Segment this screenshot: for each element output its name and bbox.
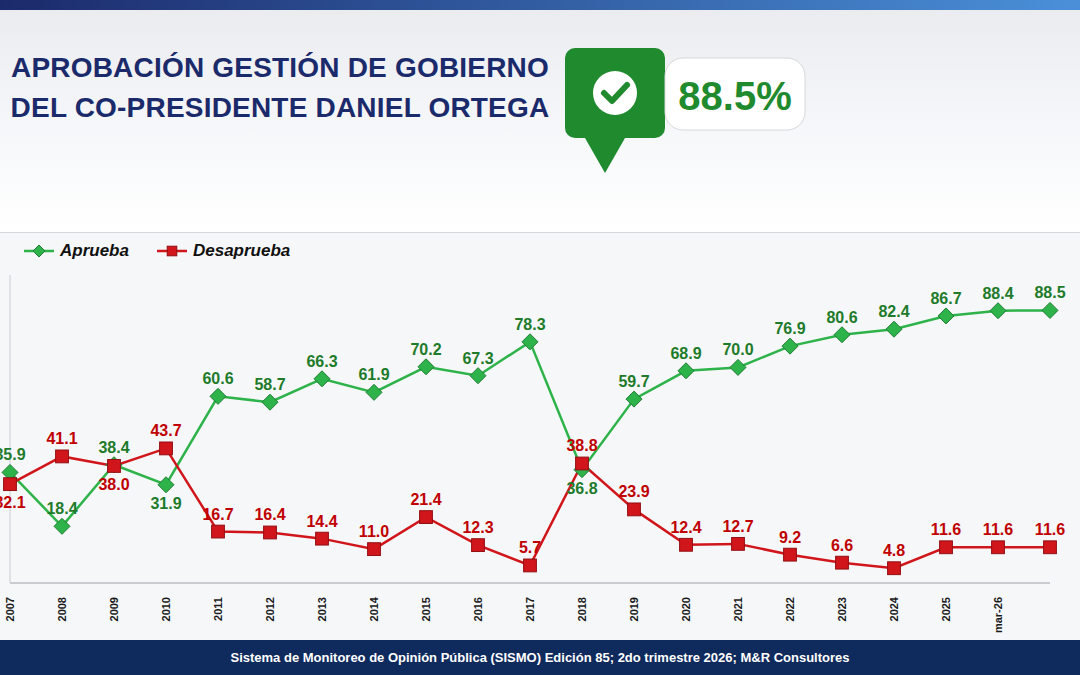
svg-text:2025: 2025 bbox=[940, 597, 952, 621]
svg-text:2021: 2021 bbox=[732, 597, 744, 621]
svg-text:16.4: 16.4 bbox=[254, 506, 285, 523]
svg-text:2013: 2013 bbox=[316, 597, 328, 621]
svg-text:14.4: 14.4 bbox=[306, 513, 337, 530]
svg-text:88.5%: 88.5% bbox=[678, 74, 791, 118]
svg-text:11.6: 11.6 bbox=[1035, 521, 1065, 538]
svg-text:61.9: 61.9 bbox=[358, 366, 389, 383]
html-text:Sistema de Monitoreo de Opinió: Sistema de Monitoreo de Opinión Pública … bbox=[230, 650, 850, 665]
svg-text:31.9: 31.9 bbox=[150, 495, 181, 512]
svg-text:2024: 2024 bbox=[888, 596, 900, 621]
svg-text:2008: 2008 bbox=[56, 597, 68, 621]
svg-text:2007: 2007 bbox=[4, 597, 16, 621]
svg-text:2009: 2009 bbox=[108, 597, 120, 621]
svg-text:32.1: 32.1 bbox=[0, 494, 26, 511]
svg-text:11.6: 11.6 bbox=[983, 521, 1013, 538]
svg-text:86.7: 86.7 bbox=[930, 290, 961, 307]
svg-text:21.4: 21.4 bbox=[410, 491, 441, 508]
svg-text:2012: 2012 bbox=[264, 597, 276, 621]
svg-text:43.7: 43.7 bbox=[150, 422, 181, 439]
svg-text:2011: 2011 bbox=[212, 597, 224, 621]
svg-text:58.7: 58.7 bbox=[254, 376, 285, 393]
svg-text:11.0: 11.0 bbox=[359, 523, 389, 540]
svg-text:41.1: 41.1 bbox=[46, 430, 77, 447]
svg-text:78.3: 78.3 bbox=[514, 316, 545, 333]
svg-text:2010: 2010 bbox=[160, 597, 172, 621]
svg-text:5.7: 5.7 bbox=[519, 539, 541, 556]
svg-text:12.7: 12.7 bbox=[722, 518, 753, 535]
svg-text:70.0: 70.0 bbox=[722, 341, 753, 358]
svg-text:68.9: 68.9 bbox=[670, 345, 701, 362]
svg-text:2022: 2022 bbox=[784, 597, 796, 621]
svg-text:4.8: 4.8 bbox=[883, 542, 905, 559]
svg-text:12.4: 12.4 bbox=[670, 519, 701, 536]
svg-text:2016: 2016 bbox=[472, 597, 484, 621]
svg-text:82.4: 82.4 bbox=[878, 303, 909, 320]
svg-text:23.9: 23.9 bbox=[618, 483, 649, 500]
svg-text:16.7: 16.7 bbox=[202, 506, 233, 523]
svg-text:6.6: 6.6 bbox=[831, 537, 853, 554]
svg-text:mar-26: mar-26 bbox=[992, 597, 1004, 633]
svg-text:88.4: 88.4 bbox=[982, 285, 1013, 302]
svg-text:38.8: 38.8 bbox=[566, 437, 597, 454]
svg-text:67.3: 67.3 bbox=[462, 350, 493, 367]
svg-text:11.6: 11.6 bbox=[931, 521, 961, 538]
svg-text:66.3: 66.3 bbox=[306, 353, 337, 370]
svg-text:38.0: 38.0 bbox=[98, 476, 129, 493]
svg-text:2019: 2019 bbox=[628, 597, 640, 621]
svg-text:2018: 2018 bbox=[576, 597, 588, 621]
svg-text:2015: 2015 bbox=[420, 597, 432, 621]
html-text:APROBACIÓN GESTIÓN DE GOBIERNO: APROBACIÓN GESTIÓN DE GOBIERNO DEL CO-PR… bbox=[10, 52, 550, 123]
svg-text:70.2: 70.2 bbox=[410, 341, 441, 358]
svg-text:2020: 2020 bbox=[680, 597, 692, 621]
svg-text:2023: 2023 bbox=[836, 597, 848, 621]
svg-text:59.7: 59.7 bbox=[618, 373, 649, 390]
html-text:Aprueba: Aprueba bbox=[60, 241, 129, 260]
svg-text:18.4: 18.4 bbox=[46, 500, 77, 517]
svg-text:36.8: 36.8 bbox=[566, 480, 597, 497]
svg-text:9.2: 9.2 bbox=[779, 529, 801, 546]
html-text:Desaprueba: Desaprueba bbox=[193, 241, 291, 260]
svg-text:2014: 2014 bbox=[368, 596, 380, 621]
svg-text:60.6: 60.6 bbox=[202, 370, 233, 387]
svg-text:38.4: 38.4 bbox=[98, 439, 129, 456]
svg-text:12.3: 12.3 bbox=[462, 519, 493, 536]
svg-text:80.6: 80.6 bbox=[826, 309, 857, 326]
svg-text:35.9: 35.9 bbox=[0, 446, 26, 463]
svg-text:2017: 2017 bbox=[524, 597, 536, 621]
svg-text:88.5: 88.5 bbox=[1034, 284, 1065, 301]
svg-text:76.9: 76.9 bbox=[774, 320, 805, 337]
